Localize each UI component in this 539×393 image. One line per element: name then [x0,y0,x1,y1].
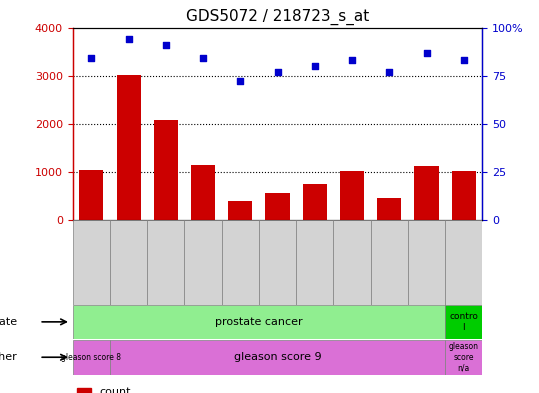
Bar [340,171,364,220]
Text: disease state: disease state [0,317,17,327]
Bar [147,220,184,305]
Point [162,42,170,48]
Bar [296,220,334,305]
Text: gleason score 8: gleason score 8 [61,353,121,362]
Point [348,57,356,63]
Point [125,36,133,42]
Point [87,55,96,61]
Bar [110,220,147,305]
Bar [184,220,222,305]
Bar [452,171,476,220]
Bar [110,340,445,375]
Bar [266,193,289,220]
Point [310,63,319,69]
Bar [371,220,408,305]
Bar [73,340,110,375]
Bar [77,388,91,393]
Bar [445,305,482,339]
Bar [334,220,371,305]
Text: contro
l: contro l [450,312,478,332]
Bar [445,340,482,375]
Point [273,69,282,75]
Bar [377,198,402,220]
Bar [303,184,327,220]
Bar [222,220,259,305]
Text: prostate cancer: prostate cancer [215,317,303,327]
Point [459,57,468,63]
Text: other: other [0,352,17,362]
Point [385,69,393,75]
Text: count: count [99,387,131,393]
Bar [116,75,141,220]
Point [236,78,245,84]
Bar [259,220,296,305]
Title: GDS5072 / 218723_s_at: GDS5072 / 218723_s_at [186,9,369,25]
Point [199,55,208,61]
Bar [191,165,215,220]
Bar [408,220,445,305]
Bar [414,166,439,220]
Bar [79,169,103,220]
Bar [154,120,178,220]
Text: gleason score 9: gleason score 9 [234,352,321,362]
Bar [228,201,252,220]
Bar [73,220,110,305]
Point [422,50,431,56]
Text: gleason
score
n/a: gleason score n/a [449,342,479,372]
Bar [445,220,482,305]
